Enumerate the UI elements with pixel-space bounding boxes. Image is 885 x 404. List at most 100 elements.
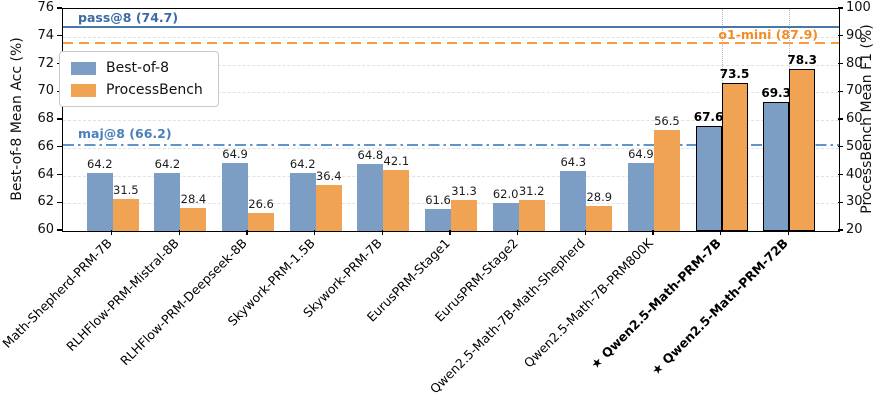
left-axis-tick-label: 76 bbox=[37, 0, 54, 15]
left-axis-tick bbox=[57, 7, 62, 9]
x-axis-tick bbox=[314, 230, 316, 235]
x-axis-tick bbox=[516, 230, 519, 235]
best-of-8-value-label: 64.9 bbox=[222, 147, 248, 161]
majat8-reference-label: maj@8 (66.2) bbox=[78, 126, 172, 141]
processbench-value-label: 28.4 bbox=[180, 191, 207, 206]
left-axis-tick bbox=[57, 35, 62, 37]
processbench-value-label: 28.9 bbox=[586, 190, 613, 205]
best-of-8-value-label: 62.0 bbox=[492, 187, 519, 202]
legend-label: Best-of-8 bbox=[106, 60, 169, 76]
best-of-8-bar bbox=[627, 163, 654, 231]
left-axis-tick-label: 72 bbox=[37, 55, 54, 71]
processbench-value-label: 36.4 bbox=[315, 169, 342, 184]
passat8-reference-label: pass@8 (74.7) bbox=[78, 10, 179, 25]
x-axis-tick bbox=[719, 230, 722, 235]
legend: Best-of-8 ProcessBench bbox=[59, 51, 219, 107]
x-axis-tick bbox=[449, 230, 451, 235]
x-axis-tick bbox=[111, 230, 113, 235]
right-axis-tick bbox=[838, 229, 843, 231]
processbench-bar bbox=[180, 207, 207, 231]
left-axis-tick bbox=[57, 173, 62, 176]
left-axis-tick-label: 62 bbox=[37, 194, 54, 210]
processbench-value-label: 42.1 bbox=[383, 153, 410, 168]
best-of-8-bar bbox=[289, 172, 316, 231]
processbench-bar bbox=[451, 199, 477, 231]
best-of-8-bar bbox=[695, 125, 722, 231]
best-of-8-bar bbox=[154, 172, 181, 231]
right-axis-tick-label: 40 bbox=[846, 166, 863, 182]
left-axis-tick-label: 64 bbox=[37, 166, 54, 182]
processbench-bar bbox=[112, 199, 139, 231]
best-of-8-bar bbox=[86, 172, 113, 231]
left-axis-tick-label: 60 bbox=[37, 222, 54, 237]
gridline bbox=[63, 175, 839, 177]
o1-mini-reference-label: o1-mini (87.9) bbox=[718, 27, 818, 42]
best-of-8-value-label: 64.3 bbox=[560, 155, 587, 170]
reference-line-2 bbox=[63, 143, 839, 146]
left-axis-tick-label: 74 bbox=[37, 27, 54, 43]
legend-entry-best-of-8: Best-of-8 bbox=[71, 60, 203, 76]
processbench-value-label: 78.3 bbox=[787, 53, 817, 68]
legend-entry-processbench: ProcessBench bbox=[71, 82, 203, 98]
x-axis-tick bbox=[381, 230, 383, 235]
right-axis-tick-label: 80 bbox=[846, 55, 863, 71]
right-axis-tick bbox=[838, 118, 843, 120]
right-axis-tick-label: 50 bbox=[846, 138, 863, 154]
x-axis-tick bbox=[584, 230, 586, 235]
right-axis-tick bbox=[838, 7, 843, 9]
processbench-bar bbox=[248, 212, 275, 231]
right-axis-tick-label: 20 bbox=[846, 222, 863, 237]
best-of-8-value-label: 64.2 bbox=[87, 156, 113, 171]
right-axis-tick bbox=[838, 173, 843, 176]
processbench-bar bbox=[315, 185, 342, 231]
category-label-text: ★ Qwen2.5-Math-PRM-7B bbox=[586, 235, 724, 372]
best-of-8-value-label: 64.2 bbox=[154, 156, 181, 171]
processbench-value-label: 31.2 bbox=[518, 183, 545, 198]
processbench-value-label: 31.3 bbox=[451, 183, 477, 198]
best-of-8-bar bbox=[222, 163, 249, 231]
category-label-text: RLHFlow-PRM-Deepseek-8B bbox=[117, 235, 250, 369]
gridline bbox=[63, 92, 839, 94]
best-of-8-swatch bbox=[71, 61, 96, 75]
processbench-bar bbox=[518, 199, 545, 231]
right-axis-tick-label: 70 bbox=[846, 83, 863, 99]
gridline bbox=[63, 64, 839, 66]
processbench-value-label: 56.5 bbox=[654, 113, 680, 128]
right-axis-tick-label: 60 bbox=[846, 111, 863, 126]
gridline bbox=[63, 120, 839, 121]
best-of-8-bar bbox=[763, 101, 790, 231]
category-label-text: ★ Qwen2.5-Math-PRM-72B bbox=[648, 235, 792, 379]
left-axis-tick bbox=[57, 201, 62, 203]
processbench-value-label: 73.5 bbox=[719, 66, 750, 81]
left-axis-tick-label: 68 bbox=[37, 111, 54, 126]
category-label-text: RLHFlow-PRM-Mistral-8B bbox=[63, 235, 183, 354]
best-of-8-bar bbox=[492, 203, 519, 231]
reference-line-0 bbox=[63, 26, 839, 29]
reference-line-1 bbox=[63, 41, 839, 44]
processbench-value-label: 26.6 bbox=[248, 196, 274, 211]
x-axis-tick bbox=[787, 230, 789, 235]
processbench-value-label: 31.5 bbox=[113, 183, 139, 198]
processbench-bar bbox=[383, 169, 410, 231]
best-of-8-value-label: 61.6 bbox=[425, 192, 451, 207]
left-axis-tick bbox=[57, 229, 62, 231]
right-axis-tick bbox=[838, 90, 843, 92]
best-of-8-bar bbox=[357, 164, 384, 231]
best-of-8-bar bbox=[425, 208, 451, 231]
processbench-bar bbox=[721, 82, 748, 231]
best-of-8-value-label: 64.8 bbox=[357, 148, 384, 163]
left-axis-tick-label: 70 bbox=[37, 83, 54, 99]
left-axis-tick bbox=[57, 118, 62, 120]
x-axis-tick bbox=[652, 230, 654, 235]
gridline bbox=[63, 36, 839, 38]
category-label-text: Math-Shepherd-PRM-7B bbox=[0, 235, 115, 351]
left-axis-tick bbox=[57, 146, 62, 148]
right-axis-tick bbox=[838, 62, 843, 65]
x-axis-tick bbox=[178, 230, 181, 235]
best-of-8-value-label: 69.3 bbox=[761, 85, 791, 100]
processbench-bar bbox=[653, 129, 680, 231]
category-label-text: Qwen2.5-Math-7B-PRM800K bbox=[520, 235, 656, 371]
best-of-8-value-label: 64.9 bbox=[628, 147, 654, 161]
right-axis-tick bbox=[838, 201, 843, 203]
